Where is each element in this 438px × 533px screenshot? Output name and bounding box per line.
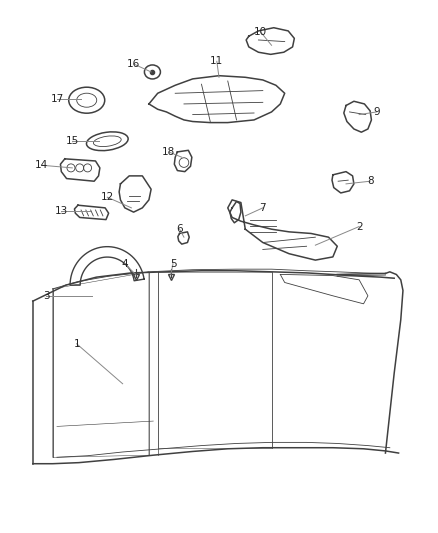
Text: 3: 3: [42, 291, 49, 301]
Text: 14: 14: [35, 160, 48, 170]
Text: 10: 10: [254, 27, 267, 37]
Text: 17: 17: [50, 94, 64, 103]
Text: 11: 11: [210, 56, 223, 66]
Text: 7: 7: [259, 203, 266, 213]
Text: 4: 4: [121, 259, 128, 269]
Text: 9: 9: [373, 107, 380, 117]
Text: 2: 2: [356, 222, 363, 231]
Text: 15: 15: [66, 136, 79, 146]
Text: 12: 12: [101, 192, 114, 202]
Text: 6: 6: [176, 224, 183, 234]
Text: 5: 5: [170, 259, 177, 269]
Text: 1: 1: [73, 339, 80, 349]
Text: 16: 16: [127, 59, 140, 69]
Text: 18: 18: [162, 147, 175, 157]
Text: 13: 13: [55, 206, 68, 215]
Text: 8: 8: [367, 176, 374, 186]
